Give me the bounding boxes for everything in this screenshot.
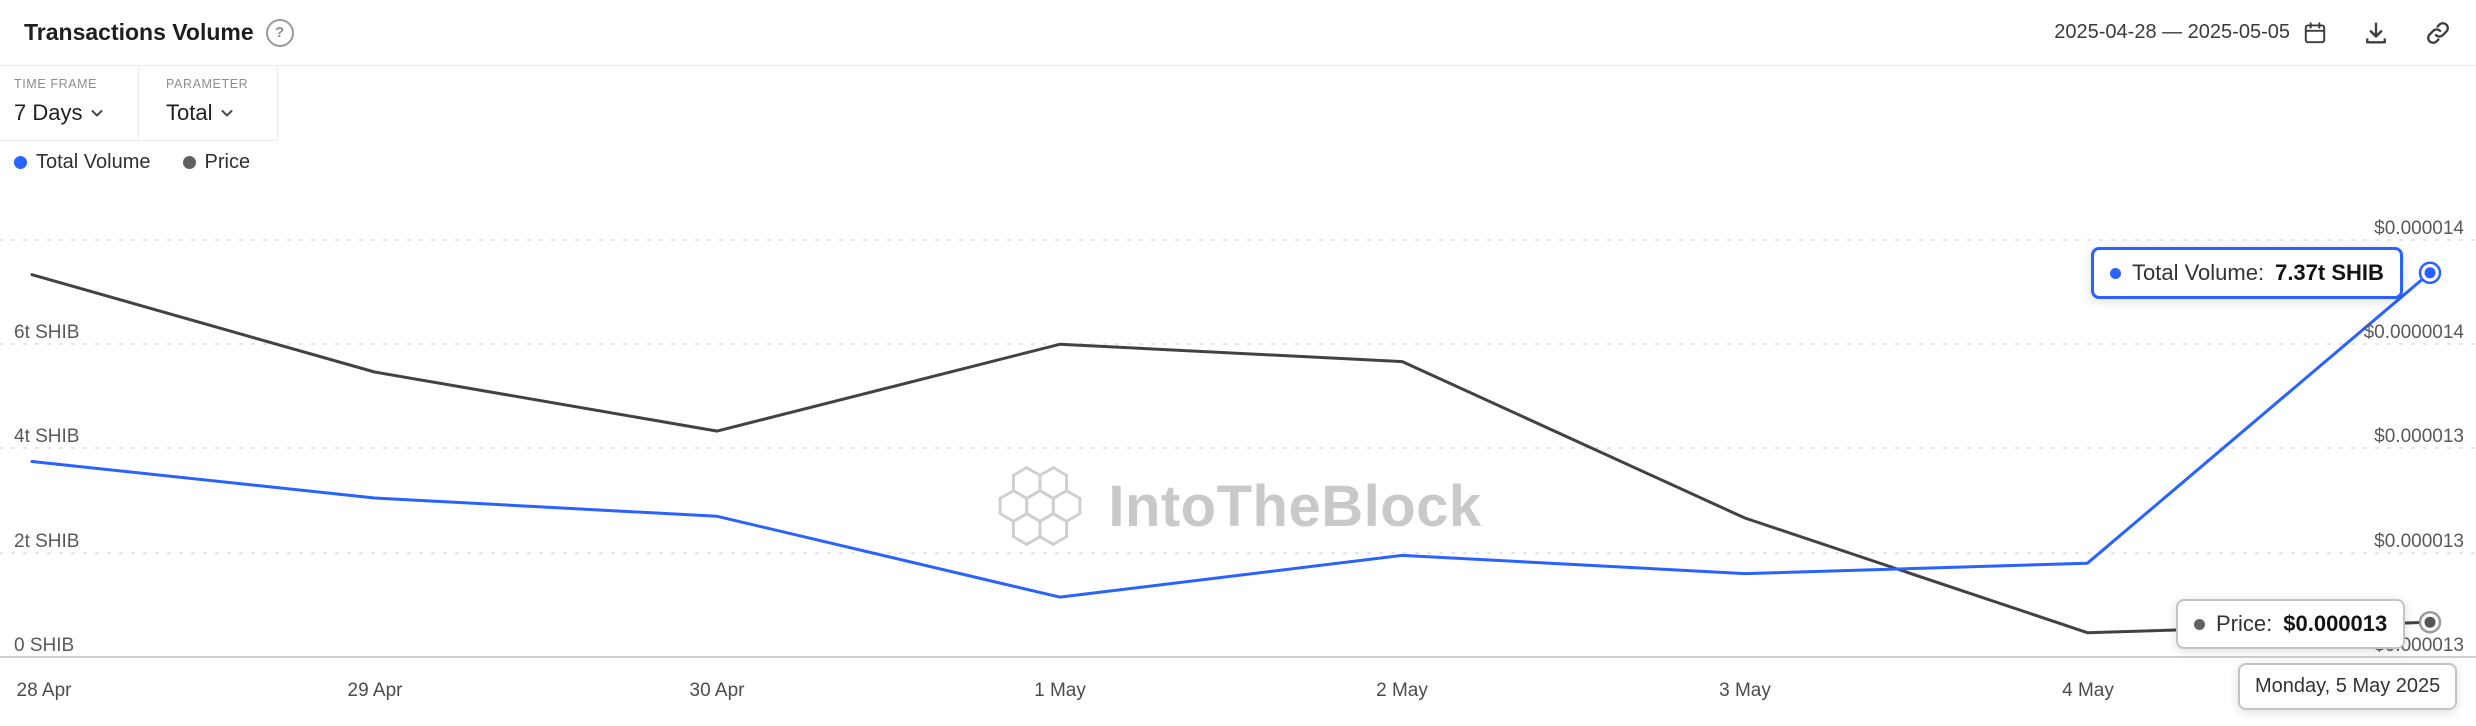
price-line-series [30, 273, 2432, 635]
chart-legend: Total Volume Price [14, 151, 250, 174]
x-axis-label: 28 Apr [16, 680, 72, 701]
gridlines [0, 239, 2476, 554]
x-axis-label: 3 May [1719, 680, 1771, 701]
download-icon[interactable] [2362, 19, 2390, 47]
x-axis-label: 29 Apr [347, 680, 403, 701]
help-icon[interactable]: ? [265, 18, 294, 47]
tooltip-volume-value: 7.37t SHIB [2275, 260, 2384, 285]
y-axis-label-right: $0.0000014 [2363, 322, 2464, 343]
tooltip-volume-label: Total Volume: [2132, 260, 2265, 285]
parameter-caption: PARAMETER [166, 77, 249, 91]
calendar-icon [2302, 20, 2328, 46]
legend-label-price: Price [204, 151, 251, 173]
time-frame-value: 7 Days [14, 99, 83, 125]
total-volume-line-series [30, 271, 2432, 599]
chart-controls: TIME FRAME 7 Days PARAMETER Total [0, 66, 278, 141]
x-axis-label: 30 Apr [689, 680, 745, 701]
legend-label-total-volume: Total Volume [36, 151, 151, 173]
y-axis-label-left: 6t SHIB [14, 322, 80, 343]
price-tooltip: Price: $0.000013 [2176, 599, 2406, 649]
chevron-down-icon [219, 101, 235, 127]
y-axis-label-right: $0.000014 [2374, 218, 2464, 239]
link-icon[interactable] [2424, 19, 2452, 47]
time-frame-dropdown[interactable]: TIME FRAME 7 Days [0, 66, 139, 140]
tooltip-price-value: $0.000013 [2283, 611, 2388, 636]
x-axis-label: 1 May [1034, 680, 1086, 701]
total-volume-tooltip: Total Volume: 7.37t SHIB [2091, 247, 2403, 299]
x-axis-label: 4 May [2062, 680, 2114, 701]
date-range-text: 2025-04-28 — 2025-05-05 [2054, 21, 2290, 43]
time-frame-caption: TIME FRAME [14, 77, 98, 91]
legend-item-total-volume[interactable]: Total Volume [14, 151, 151, 174]
chevron-down-icon [89, 101, 105, 127]
tooltip-price-label: Price: [2216, 611, 2273, 636]
parameter-value: Total [166, 99, 213, 125]
legend-dot-total-volume [14, 156, 27, 169]
legend-dot-price [182, 156, 196, 169]
date-tooltip: Monday, 5 May 2025 [2238, 663, 2458, 710]
y-axis-label-right: $0.000013 [2374, 531, 2464, 552]
y-axis-label-left: 0 SHIB [14, 635, 75, 656]
price-hover-marker-dot [2424, 616, 2436, 628]
legend-item-price[interactable]: Price [182, 151, 251, 174]
y-axis-label-left: 4t SHIB [14, 426, 80, 447]
volume-hover-marker-dot [2424, 267, 2436, 279]
x-axis-label: 2 May [1376, 680, 1428, 701]
page-title: Transactions Volume [24, 19, 254, 45]
y-axis-label-right: $0.000013 [2374, 426, 2464, 447]
tooltip-dot-blue [2110, 267, 2121, 279]
tooltip-dot-gray [2194, 618, 2205, 630]
parameter-dropdown[interactable]: PARAMETER Total [139, 66, 278, 140]
header-actions: 2025-04-28 — 2025-05-05 [2054, 19, 2452, 47]
y-axis-label-left: 2t SHIB [14, 531, 80, 552]
tooltip-date-text: Monday, 5 May 2025 [2255, 675, 2441, 697]
panel-header: Transactions Volume ? 2025-04-28 — 2025-… [0, 0, 2476, 66]
date-range-picker[interactable]: 2025-04-28 — 2025-05-05 [2054, 20, 2328, 46]
